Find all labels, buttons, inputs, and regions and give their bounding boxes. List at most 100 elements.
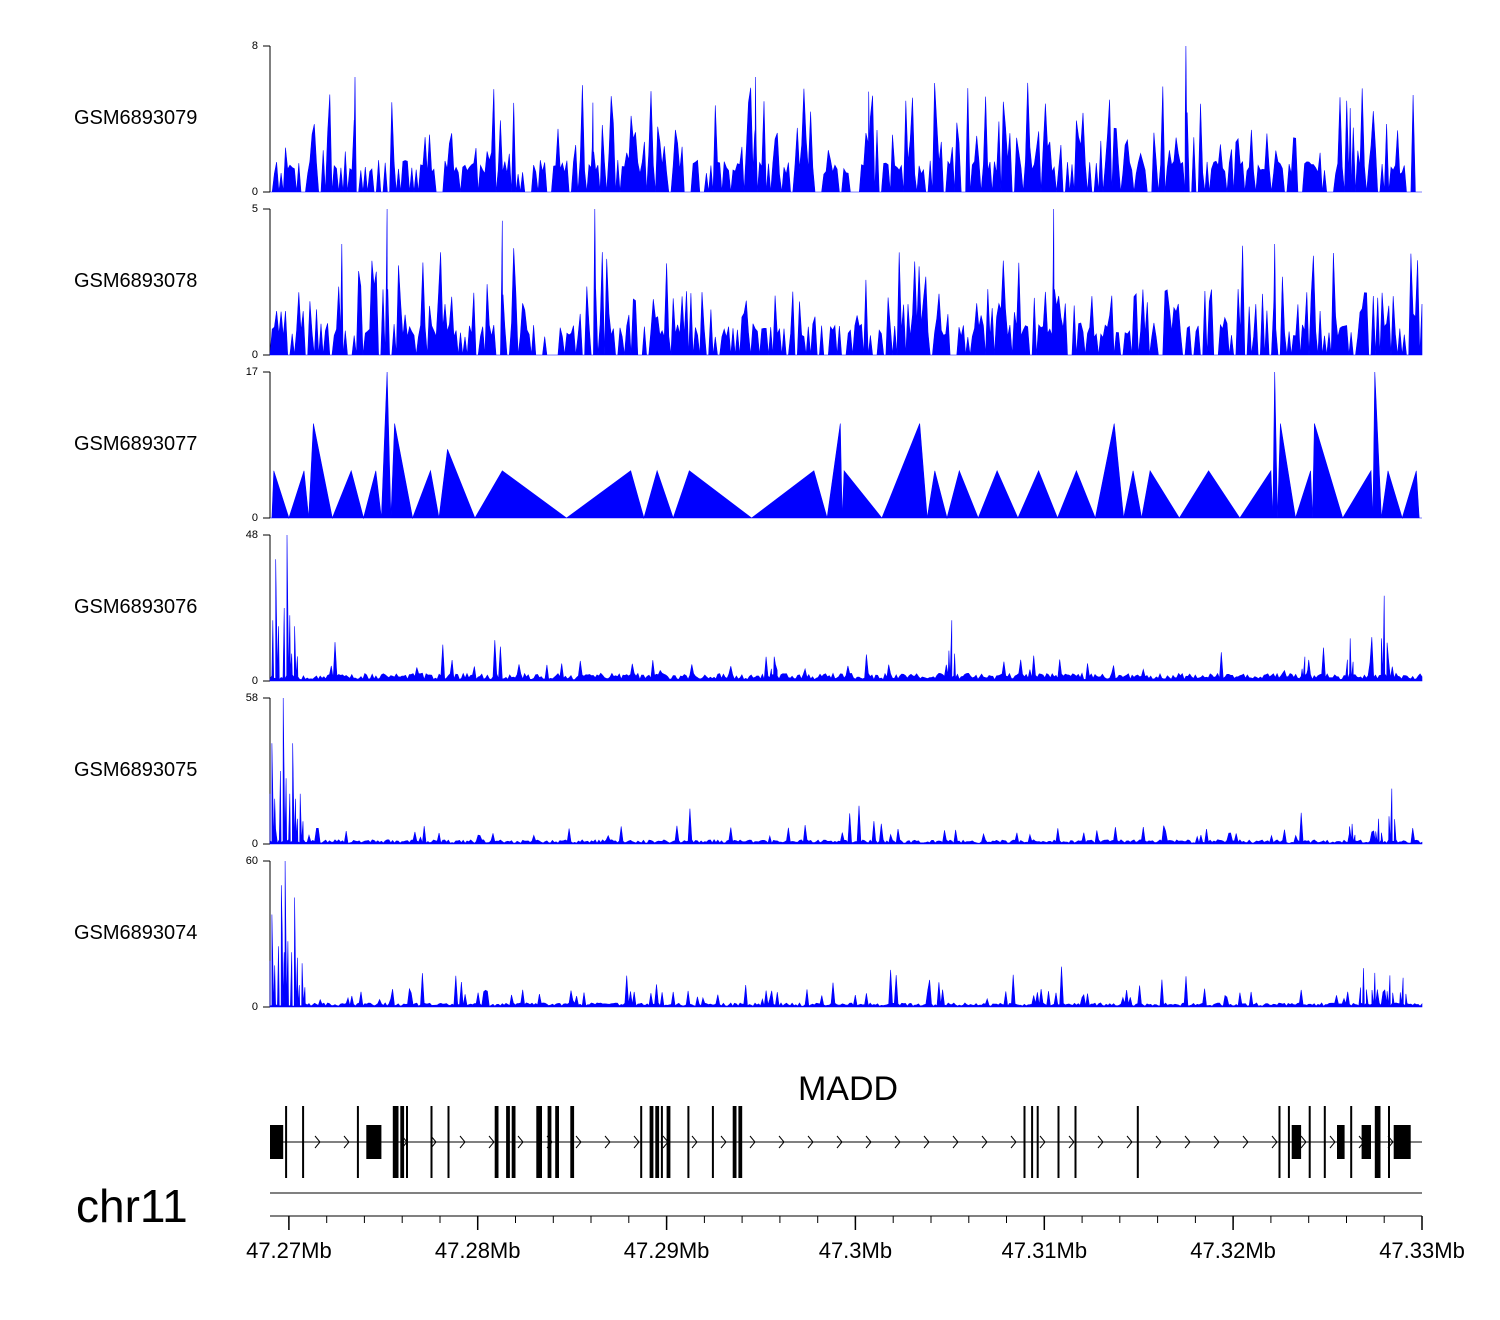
exon xyxy=(655,1106,660,1178)
exon xyxy=(1031,1106,1034,1178)
y-axis-max-label: 60 xyxy=(246,855,258,867)
y-axis-max-label: 58 xyxy=(246,692,258,704)
chromosome-label: chr11 xyxy=(76,1180,188,1232)
strand-arrow xyxy=(865,1135,872,1149)
exon xyxy=(430,1106,433,1178)
y-axis-min-label: 0 xyxy=(252,186,258,198)
exon xyxy=(570,1106,575,1178)
x-axis-tick-label: 47.32Mb xyxy=(1190,1238,1276,1263)
strand-arrow xyxy=(923,1135,930,1149)
strand-arrow xyxy=(1068,1135,1075,1149)
track-GSM6893078: GSM6893078 5 0 xyxy=(74,203,1423,361)
coverage-area xyxy=(269,208,1423,356)
strand-arrow xyxy=(1242,1135,1249,1149)
strand-arrow xyxy=(1097,1135,1104,1149)
strand-arrow xyxy=(517,1135,524,1149)
strand-arrow xyxy=(604,1135,611,1149)
y-axis-max-label: 17 xyxy=(246,366,258,378)
strand-arrow xyxy=(1126,1135,1133,1149)
y-axis-min-label: 0 xyxy=(252,512,258,524)
strand-arrow xyxy=(1010,1135,1017,1149)
y-axis-min-label: 0 xyxy=(252,675,258,687)
strand-arrow xyxy=(314,1135,321,1149)
strand-arrow xyxy=(1213,1135,1220,1149)
track-label: GSM6893079 xyxy=(74,107,197,129)
exon xyxy=(536,1106,542,1178)
strand-arrow xyxy=(691,1135,698,1149)
y-axis-max-label: 48 xyxy=(246,529,258,541)
strand-arrow xyxy=(981,1135,988,1149)
gene-track: MADD xyxy=(270,1070,1422,1178)
x-axis-tick-label: 47.28Mb xyxy=(435,1238,521,1263)
y-axis-max-label: 8 xyxy=(252,40,258,52)
exon xyxy=(687,1106,690,1178)
strand-arrow xyxy=(459,1135,466,1149)
track-label: GSM6893076 xyxy=(74,596,197,618)
exon xyxy=(285,1106,288,1178)
exon xyxy=(511,1106,516,1178)
y-axis-min-label: 0 xyxy=(252,349,258,361)
strand-arrow xyxy=(633,1135,640,1149)
strand-arrow xyxy=(1184,1135,1191,1149)
exon xyxy=(1308,1106,1311,1178)
strand-arrow xyxy=(430,1135,437,1149)
coverage-area xyxy=(269,697,1423,845)
exon xyxy=(494,1106,499,1178)
coverage-tracks: GSM689307980GSM689307850GSM6893077170GSM… xyxy=(74,40,1423,1013)
exon xyxy=(666,1106,671,1178)
exon xyxy=(366,1125,382,1159)
exon xyxy=(270,1125,284,1159)
strand-arrow xyxy=(952,1135,959,1149)
exon xyxy=(302,1106,305,1178)
exon xyxy=(1323,1106,1326,1178)
exon xyxy=(1036,1106,1039,1178)
x-axis-tick-label: 47.3Mb xyxy=(819,1238,892,1263)
track-GSM6893079: GSM6893079 8 0 xyxy=(74,40,1422,198)
track-label: GSM6893078 xyxy=(74,270,197,292)
strand-arrow xyxy=(778,1135,785,1149)
exon xyxy=(1023,1106,1026,1178)
track-GSM6893076: GSM6893076 48 0 xyxy=(74,529,1423,687)
track-label: GSM6893074 xyxy=(74,922,197,944)
coverage-area xyxy=(270,371,1422,520)
genome-axis: chr11 47.27Mb 47.28Mb 47.29Mb 47.3Mb 47.31Mb… xyxy=(76,1180,1465,1263)
exon xyxy=(640,1106,643,1178)
strand-arrow xyxy=(1329,1135,1336,1149)
exon xyxy=(1337,1125,1345,1159)
strand-arrow xyxy=(807,1135,814,1149)
y-axis-max-label: 5 xyxy=(252,203,258,215)
exon xyxy=(1278,1106,1281,1178)
exon xyxy=(1136,1106,1139,1178)
strand-arrow xyxy=(836,1135,843,1149)
x-axis-tick-label: 47.27Mb xyxy=(246,1238,332,1263)
exon xyxy=(649,1106,654,1178)
strand-arrow xyxy=(1300,1135,1307,1149)
exon xyxy=(356,1106,359,1178)
exon xyxy=(547,1106,552,1178)
coverage-area xyxy=(269,860,1423,1008)
strand-arrow xyxy=(575,1135,582,1149)
exon xyxy=(1287,1106,1290,1178)
x-axis-tick-label: 47.29Mb xyxy=(624,1238,710,1263)
coverage-area xyxy=(269,534,1423,682)
exon xyxy=(392,1106,399,1178)
track-GSM6893075: GSM6893075 58 0 xyxy=(74,692,1423,850)
exon xyxy=(447,1106,450,1178)
exon xyxy=(1057,1106,1060,1178)
strand-arrow xyxy=(343,1135,350,1149)
coverage-area xyxy=(270,45,1422,193)
exon xyxy=(1350,1106,1353,1178)
track-GSM6893074: GSM6893074 60 0 xyxy=(74,855,1423,1013)
exon xyxy=(1388,1106,1390,1178)
exon xyxy=(1361,1125,1371,1159)
strand-arrow xyxy=(749,1135,756,1149)
x-axis-tick-label: 47.31Mb xyxy=(1001,1238,1087,1263)
exon xyxy=(1374,1106,1381,1178)
exon xyxy=(1393,1125,1411,1159)
x-axis-tick-label: 47.33Mb xyxy=(1379,1238,1465,1263)
exon xyxy=(406,1106,408,1178)
track-GSM6893077: GSM6893077 17 0 xyxy=(74,366,1422,524)
exon xyxy=(400,1106,405,1178)
y-axis-min-label: 0 xyxy=(252,1001,258,1013)
